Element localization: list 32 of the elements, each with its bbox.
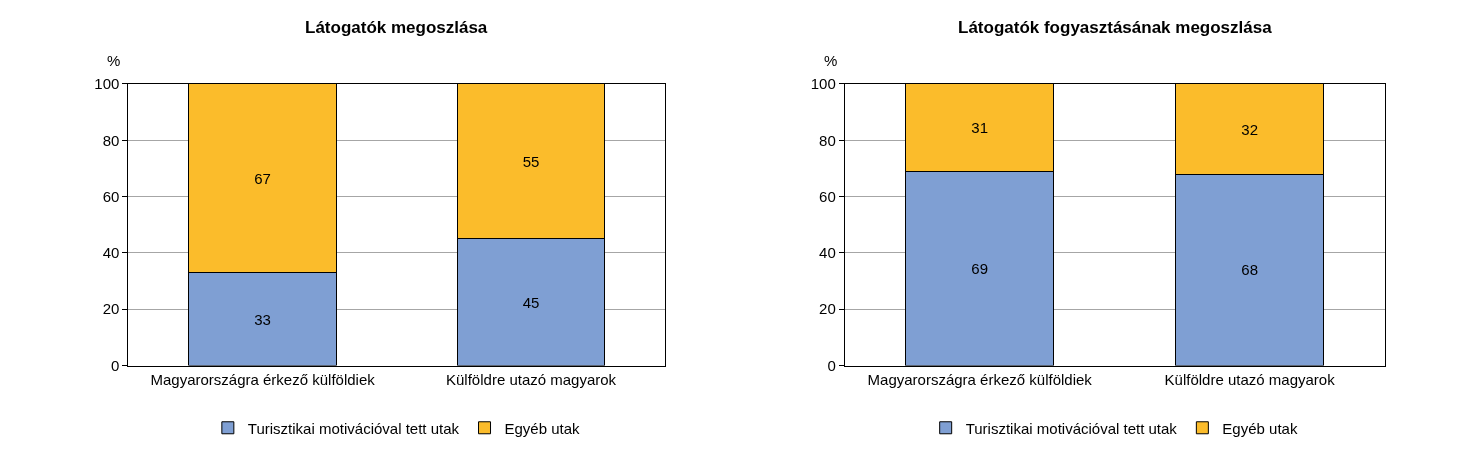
y-axis-title: % <box>824 52 838 69</box>
legend-label: Turisztikai motivációval tett utak <box>247 419 460 437</box>
legend-label: Turisztikai motivációval tett utak <box>965 419 1178 437</box>
y-tick-label: 0 <box>111 356 120 374</box>
y-tick-label: 60 <box>819 187 836 205</box>
y-tick-label: 80 <box>102 131 120 149</box>
y-tick-label: 100 <box>94 75 120 93</box>
chart-title: Látogatók megoszlása <box>305 18 488 37</box>
x-tick-label: Külföldre utazó magyarok <box>446 370 617 388</box>
y-tick-label: 80 <box>819 131 836 149</box>
data-label: 68 <box>1241 261 1258 279</box>
legend-label: Egyéb utak <box>504 419 581 437</box>
y-tick-label: 20 <box>819 300 836 318</box>
y-tick-label: 0 <box>827 356 836 374</box>
legend-label: Egyéb utak <box>1222 419 1298 437</box>
y-tick-label: 100 <box>810 75 836 93</box>
y-tick-label: 40 <box>819 244 836 262</box>
data-label: 67 <box>254 169 271 187</box>
x-tick-label: Külföldre utazó magyarok <box>1164 370 1336 388</box>
x-tick-label: Magyarországra érkező külföldiek <box>150 370 376 388</box>
y-tick-label: 60 <box>102 187 120 205</box>
y-axis-title: % <box>107 52 121 69</box>
y-tick-label: 40 <box>102 244 120 262</box>
data-label: 69 <box>971 259 989 277</box>
chart-title: Látogatók fogyasztásának megoszlása <box>958 18 1273 37</box>
data-label: 33 <box>254 310 271 328</box>
y-tick-label: 20 <box>102 300 120 318</box>
data-label: 45 <box>522 293 540 311</box>
data-label: 31 <box>971 119 989 137</box>
data-label: 55 <box>522 152 540 170</box>
data-label: 32 <box>1241 120 1258 138</box>
x-tick-label: Magyarországra érkező külföldiek <box>867 370 1093 388</box>
